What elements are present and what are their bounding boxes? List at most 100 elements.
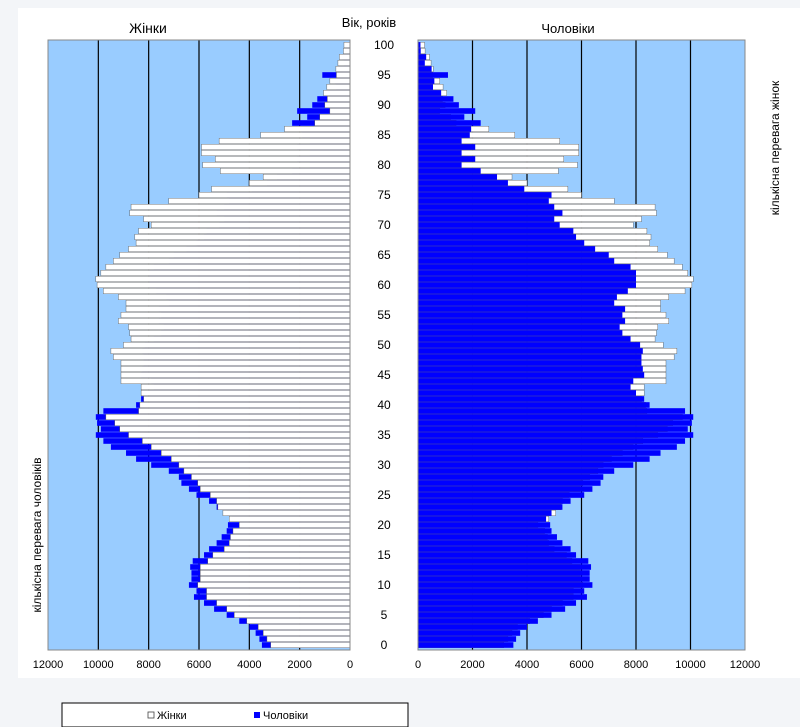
right-bar-men <box>418 456 650 462</box>
right-bar-men <box>418 252 609 258</box>
right-bar-men <box>418 192 552 198</box>
right-bar-men <box>418 618 538 624</box>
right-bar-men <box>418 516 547 522</box>
left-bar-women <box>337 60 351 67</box>
legend-swatch-men <box>254 712 260 718</box>
x-tick-label-right: 8000 <box>624 659 648 671</box>
left-bar-women <box>118 318 351 325</box>
left-bar-women <box>119 251 351 258</box>
right-bar-men <box>418 384 631 390</box>
left-bar-women <box>140 390 351 397</box>
legend-label-men: Чоловіки <box>263 710 308 722</box>
right-bar-men <box>418 468 615 474</box>
left-bar-men <box>297 108 350 114</box>
legend-swatch-women <box>147 711 155 719</box>
y-tick-label: 70 <box>377 218 391 232</box>
right-bar-men <box>418 204 555 210</box>
right-bar-men <box>418 546 571 552</box>
y-tick-label: 35 <box>377 428 391 442</box>
right-bar-men <box>418 624 527 630</box>
right-bar-men <box>418 138 462 144</box>
right-bar-men <box>418 228 574 234</box>
right-bar-men <box>418 126 472 132</box>
right-bar-men <box>418 186 525 192</box>
y-tick-label: 10 <box>377 578 391 592</box>
left-bar-women <box>161 450 351 457</box>
y-tick-label: 25 <box>377 488 391 502</box>
left-bar-women <box>142 438 351 445</box>
y-tick-label: 55 <box>377 308 391 322</box>
left-bar-women <box>120 360 351 367</box>
left-bar-women <box>197 582 351 589</box>
left-bar-women <box>143 396 351 403</box>
y-tick-label: 20 <box>377 518 391 532</box>
left-bar-women <box>198 191 351 198</box>
left-bar-women <box>130 336 351 343</box>
left-bar-women <box>324 101 351 108</box>
right-bar-men <box>418 180 508 186</box>
left-bar-women <box>206 588 351 595</box>
left-bar-women <box>257 624 351 631</box>
left-bar-women <box>150 444 351 451</box>
left-bar-women <box>105 414 351 421</box>
right-bar-men <box>418 420 692 426</box>
y-tick-label: 95 <box>377 68 391 82</box>
right-panel-title: Чоловіки <box>541 21 594 36</box>
right-bar-men <box>418 606 566 612</box>
right-bar-men <box>418 360 642 366</box>
left-bar-women <box>327 95 351 102</box>
right-bar-men <box>418 288 628 294</box>
left-bar-women <box>202 161 351 168</box>
left-bar-women <box>120 372 351 379</box>
right-bar-men <box>418 162 462 168</box>
left-bar-women <box>138 408 351 415</box>
x-tick-label-left: 8000 <box>136 659 160 671</box>
legend-box <box>61 702 409 727</box>
right-bar-men <box>418 582 593 588</box>
right-bar-men <box>418 438 686 444</box>
left-bar-women <box>216 600 351 607</box>
left-bar-women <box>329 107 351 114</box>
right-bar-men <box>418 462 634 468</box>
left-bar-women <box>143 215 351 222</box>
right-bar-men <box>418 120 481 126</box>
right-bar-men <box>418 408 686 414</box>
right-bar-men <box>418 558 589 564</box>
left-bar-women <box>201 149 351 156</box>
x-tick-label-left: 4000 <box>237 659 261 671</box>
right-bar-men <box>418 378 634 384</box>
right-bar-men <box>418 390 636 396</box>
y-tick-label: 40 <box>377 398 391 412</box>
y-tick-label: 65 <box>377 248 391 262</box>
left-bar-women <box>329 77 351 84</box>
x-tick-label-left: 2000 <box>287 659 311 671</box>
right-bar-men <box>418 156 476 162</box>
y-tick-label: 45 <box>377 368 391 382</box>
left-bar-women <box>100 270 351 277</box>
y-tick-label: 75 <box>377 188 391 202</box>
left-bar-women <box>105 264 351 271</box>
left-bar-women <box>110 348 351 355</box>
right-bar-men <box>418 522 551 528</box>
left-bar-women <box>150 221 351 228</box>
y-tick-label: 85 <box>377 128 391 142</box>
left-bar-women <box>200 570 351 577</box>
right-bar-men <box>418 342 641 348</box>
left-bar-women <box>128 245 351 252</box>
right-bar-men <box>418 222 560 228</box>
left-bar-women <box>129 209 351 216</box>
right-bar-men <box>418 552 577 558</box>
left-bar-women <box>129 330 351 337</box>
right-bar-men <box>418 174 498 180</box>
right-bar-men <box>418 42 421 48</box>
right-bar-men <box>418 84 433 90</box>
left-bar-women <box>226 606 351 613</box>
left-bar-women <box>262 630 351 637</box>
left-bar-women <box>222 510 351 517</box>
right-bar-men <box>418 240 585 246</box>
left-bar-women <box>239 522 351 529</box>
left-bar-women <box>118 294 351 301</box>
x-tick-label-right: 6000 <box>569 659 593 671</box>
right-bar-men <box>418 450 661 456</box>
